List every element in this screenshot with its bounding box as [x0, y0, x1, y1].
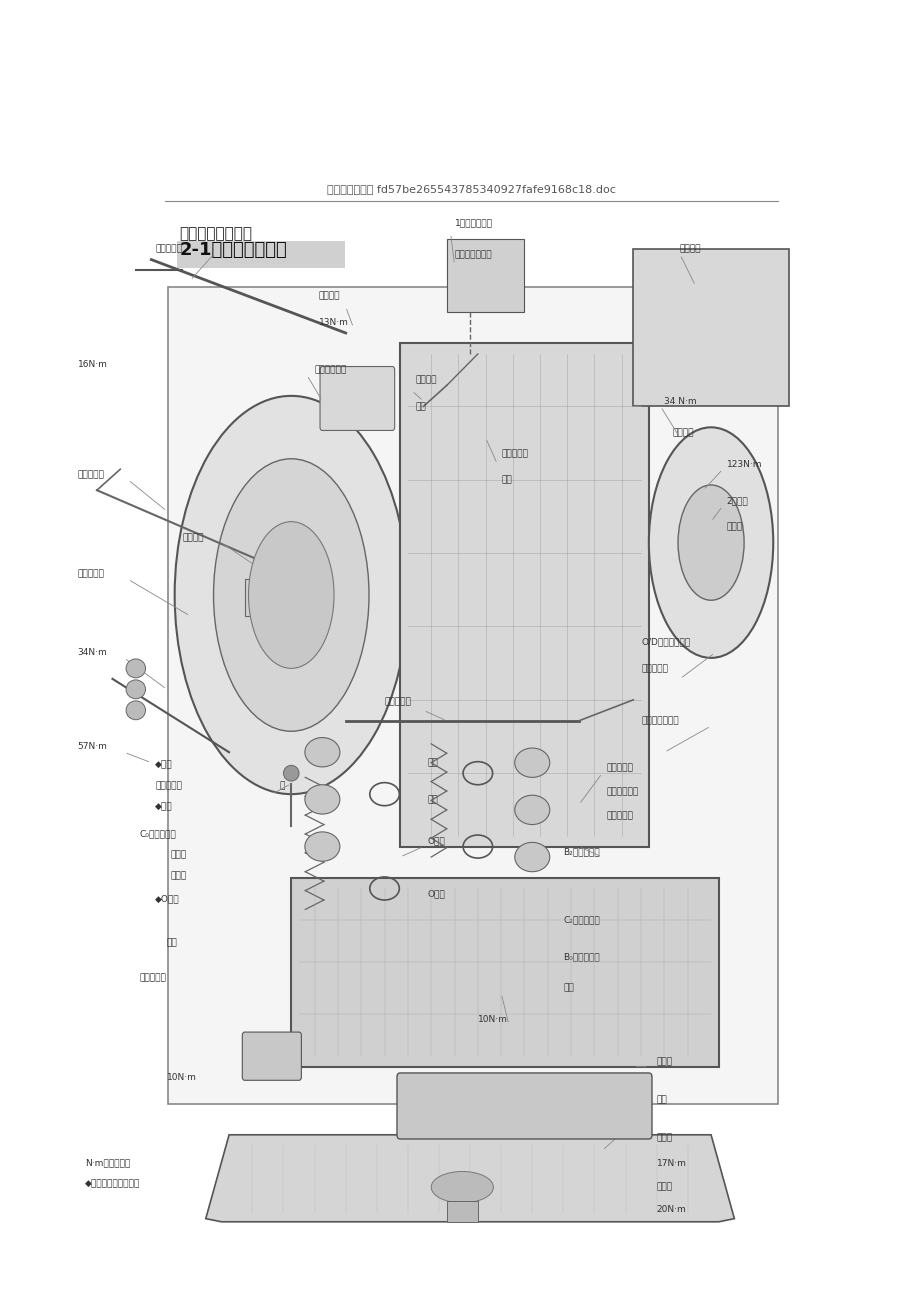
Text: 滤油器: 滤油器 — [656, 1057, 672, 1066]
FancyBboxPatch shape — [397, 1073, 652, 1139]
Text: N·m：规定力矩: N·m：规定力矩 — [85, 1159, 130, 1168]
Text: 20N·m: 20N·m — [656, 1204, 686, 1213]
Text: 16N·m: 16N·m — [77, 359, 108, 368]
Text: C₀蓄压器活塞: C₀蓄压器活塞 — [140, 829, 176, 838]
Polygon shape — [206, 1135, 733, 1221]
Ellipse shape — [175, 396, 407, 794]
Text: 转速表从动齿轮: 转速表从动齿轮 — [454, 250, 492, 259]
Text: ◆不可重复使用的零件: ◆不可重复使用的零件 — [85, 1180, 141, 1189]
Text: 配线: 配线 — [415, 402, 425, 411]
Text: O/D直拉档离合器: O/D直拉档离合器 — [641, 638, 689, 647]
Text: B₀蓄压器活塞: B₀蓄压器活塞 — [562, 952, 599, 961]
Text: 弹簧: 弹簧 — [166, 939, 177, 948]
Text: 转速表从动: 转速表从动 — [501, 449, 528, 458]
Ellipse shape — [213, 458, 369, 732]
Text: 34N·m: 34N·m — [77, 648, 108, 658]
Text: 34 N·m: 34 N·m — [664, 397, 697, 406]
Text: ◆油封: ◆油封 — [155, 760, 173, 769]
Text: 弹簧: 弹簧 — [426, 758, 437, 767]
Text: 输出法兰: 输出法兰 — [672, 428, 693, 437]
Text: ◆O型圈: ◆O型圈 — [155, 894, 179, 904]
Text: 齿轮: 齿轮 — [501, 475, 511, 484]
Ellipse shape — [431, 1172, 493, 1203]
Text: 驻车锁定杆: 驻车锁定杆 — [384, 698, 411, 707]
Ellipse shape — [126, 659, 145, 678]
Text: 传感器: 传感器 — [726, 522, 742, 531]
Text: O型圈: O型圈 — [426, 837, 445, 846]
Text: 57N·m: 57N·m — [77, 742, 108, 751]
Text: 广州市交通学校 fd57be265543785340927fafe9168c18.doc: 广州市交通学校 fd57be265543785340927fafe9168c18… — [327, 185, 615, 194]
Text: 螺纹接头: 螺纹接头 — [182, 533, 204, 542]
Text: 转速传感器: 转速传感器 — [641, 664, 667, 673]
Bar — [244, 579, 291, 616]
Text: 2-1、总体结构图一: 2-1、总体结构图一 — [179, 241, 287, 259]
Text: 电磁线圈: 电磁线圈 — [415, 376, 437, 384]
Text: 内弹簧: 内弹簧 — [171, 850, 187, 859]
Text: 放油塞: 放油塞 — [656, 1182, 672, 1191]
Text: 加长壳体: 加长壳体 — [679, 245, 700, 254]
Text: 123N·m: 123N·m — [726, 460, 761, 469]
Text: 手动阀杆杆: 手动阀杆杆 — [155, 781, 182, 790]
Text: 空档起动开关: 空档起动开关 — [314, 365, 346, 374]
Text: 调节螺钉: 调节螺钉 — [318, 292, 340, 301]
Bar — [400, 344, 648, 846]
Ellipse shape — [304, 785, 339, 814]
Ellipse shape — [515, 749, 550, 777]
Text: 外弹簧: 外弹簧 — [171, 871, 187, 880]
Ellipse shape — [304, 737, 339, 767]
Text: 10N·m: 10N·m — [477, 1016, 507, 1023]
Text: C₂蓄压器活塞: C₂蓄压器活塞 — [562, 915, 599, 924]
Text: 13N·m: 13N·m — [318, 318, 348, 327]
Bar — [176, 241, 345, 267]
Ellipse shape — [126, 700, 145, 720]
Bar — [291, 878, 718, 1066]
Text: 阀体: 阀体 — [562, 983, 573, 992]
Ellipse shape — [304, 832, 339, 861]
FancyBboxPatch shape — [242, 1032, 301, 1081]
Ellipse shape — [248, 522, 334, 668]
Text: 销: 销 — [279, 781, 285, 790]
Text: 手动阀杆轴: 手动阀杆轴 — [606, 811, 632, 820]
Text: 变速器壳座: 变速器壳座 — [77, 569, 104, 578]
Text: 节气门控索: 节气门控索 — [77, 470, 104, 479]
Text: 磁铁: 磁铁 — [656, 1096, 666, 1104]
Text: 驻车锁定杆: 驻车锁定杆 — [606, 763, 632, 772]
Text: 3: 3 — [467, 1126, 475, 1141]
Text: 2号转速: 2号转速 — [726, 496, 747, 505]
Text: O型圈: O型圈 — [426, 889, 445, 898]
Bar — [447, 238, 524, 312]
Text: 控制轴杆杆: 控制轴杆杆 — [155, 245, 182, 254]
Text: ◆隔套: ◆隔套 — [155, 802, 173, 811]
Text: 10N·m: 10N·m — [166, 1073, 197, 1082]
Text: 弹簧: 弹簧 — [426, 796, 437, 803]
Text: 驻车锁定爪轴: 驻车锁定爪轴 — [606, 788, 638, 797]
Text: 17N·m: 17N·m — [656, 1159, 686, 1168]
Ellipse shape — [677, 484, 743, 600]
Bar — [447, 1200, 477, 1221]
Text: 二、拆装指导资料: 二、拆装指导资料 — [179, 227, 252, 241]
Bar — [632, 249, 788, 406]
Bar — [168, 286, 777, 1104]
Ellipse shape — [515, 842, 550, 872]
Ellipse shape — [648, 427, 772, 658]
Text: 油底壳: 油底壳 — [656, 1134, 672, 1142]
Text: 驻车锁定爪支架: 驻车锁定爪支架 — [641, 716, 678, 725]
Ellipse shape — [283, 766, 299, 781]
Text: B₂蓄压器活塞: B₂蓄压器活塞 — [562, 848, 599, 857]
Text: 止回球壳体: 止回球壳体 — [140, 973, 166, 982]
FancyBboxPatch shape — [320, 367, 394, 431]
Ellipse shape — [126, 680, 145, 699]
Text: 1号转速传感器: 1号转速传感器 — [454, 219, 492, 228]
Ellipse shape — [515, 796, 550, 824]
